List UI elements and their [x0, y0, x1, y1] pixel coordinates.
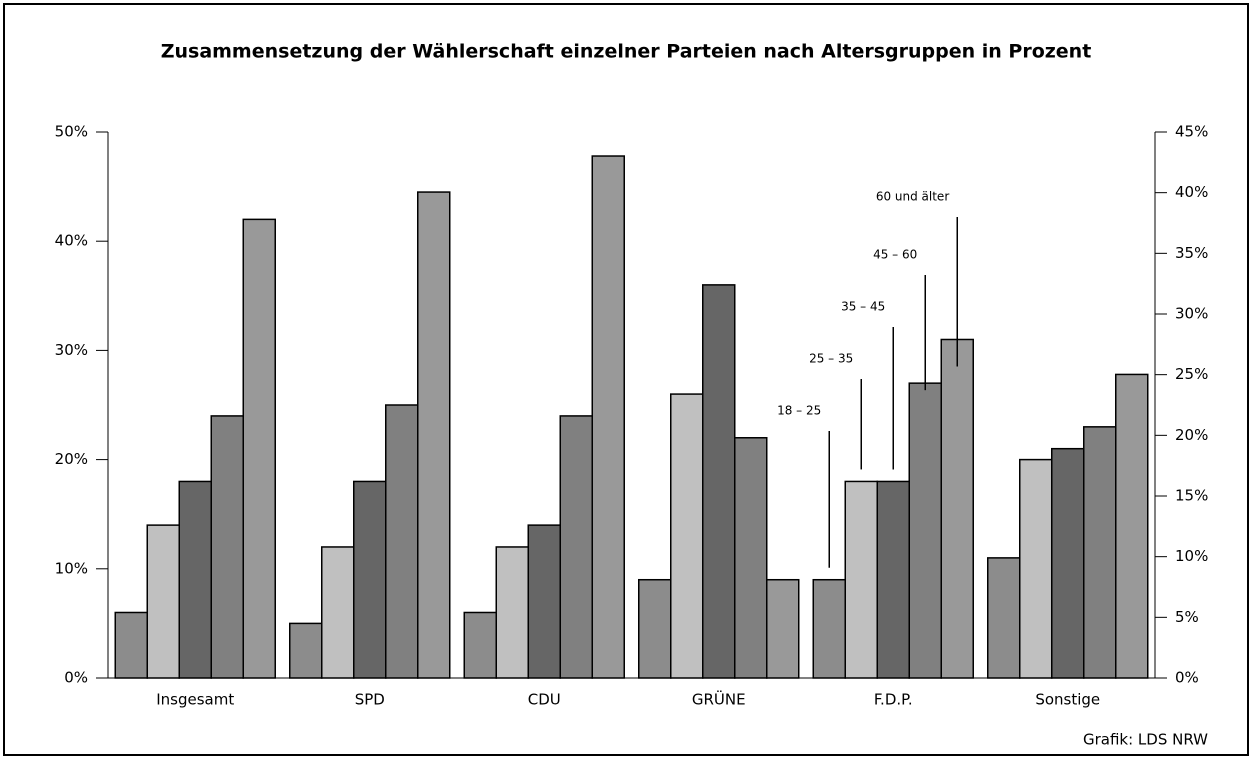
x-tick-label: Sonstige: [1035, 691, 1100, 709]
y-tick-label: 50%: [55, 123, 88, 141]
bar: [1115, 373, 1149, 679]
bar: [321, 546, 355, 679]
y2-tick-label: 30%: [1175, 305, 1208, 323]
bar: [178, 480, 212, 679]
y2-tick-label: 5%: [1175, 608, 1199, 626]
bar: [908, 382, 942, 679]
y-tick-label: 20%: [55, 450, 88, 468]
x-tick-label: F.D.P.: [874, 691, 913, 709]
bar: [766, 578, 800, 679]
bar: [670, 393, 704, 679]
bar: [702, 284, 736, 679]
bar: [353, 480, 387, 679]
bar: [417, 191, 451, 679]
bar: [940, 338, 974, 679]
x-tick-label: SPD: [355, 691, 385, 709]
bar: [495, 546, 529, 679]
y-tick-label: 30%: [55, 341, 88, 359]
legend-label: 18 – 25: [777, 404, 821, 418]
bar: [638, 578, 672, 679]
bar: [812, 578, 846, 679]
y2-tick-label: 25%: [1175, 365, 1208, 383]
bar: [987, 557, 1021, 679]
bar: [385, 404, 419, 679]
x-tick-label: GRÜNE: [692, 690, 746, 709]
legend-label: 45 – 60: [873, 248, 917, 262]
legend-label: 60 und älter: [876, 190, 950, 204]
legend-label: 35 – 45: [841, 300, 885, 314]
bar: [242, 218, 276, 679]
y2-tick-label: 40%: [1175, 183, 1208, 201]
bar: [1051, 447, 1085, 679]
bar: [289, 622, 323, 679]
bar: [1083, 426, 1117, 679]
bar: [844, 480, 878, 679]
bar: [734, 437, 768, 679]
y2-tick-label: 0%: [1175, 669, 1199, 687]
legend-label: 25 – 35: [809, 352, 853, 366]
bar: [559, 415, 593, 679]
bar: [1019, 458, 1053, 679]
bar: [210, 415, 244, 679]
y-tick-label: 10%: [55, 559, 88, 577]
chart-title: Zusammensetzung der Wählerschaft einzeln…: [161, 41, 1092, 63]
y2-tick-label: 20%: [1175, 426, 1208, 444]
bar: [527, 524, 561, 679]
bar: [146, 524, 180, 679]
y-tick-label: 40%: [55, 232, 88, 250]
source: Grafik: LDS NRW: [1083, 731, 1208, 749]
y2-tick-label: 45%: [1175, 123, 1208, 141]
x-tick-label: CDU: [528, 691, 561, 709]
y2-tick-label: 35%: [1175, 244, 1208, 262]
bar: [876, 480, 910, 679]
bar: [591, 155, 625, 679]
y-tick-label: 0%: [64, 669, 88, 687]
y2-tick-label: 10%: [1175, 547, 1208, 565]
bar: [114, 611, 148, 679]
x-tick-label: Insgesamt: [156, 691, 234, 709]
y2-tick-label: 15%: [1175, 487, 1208, 505]
bar: [463, 611, 497, 679]
